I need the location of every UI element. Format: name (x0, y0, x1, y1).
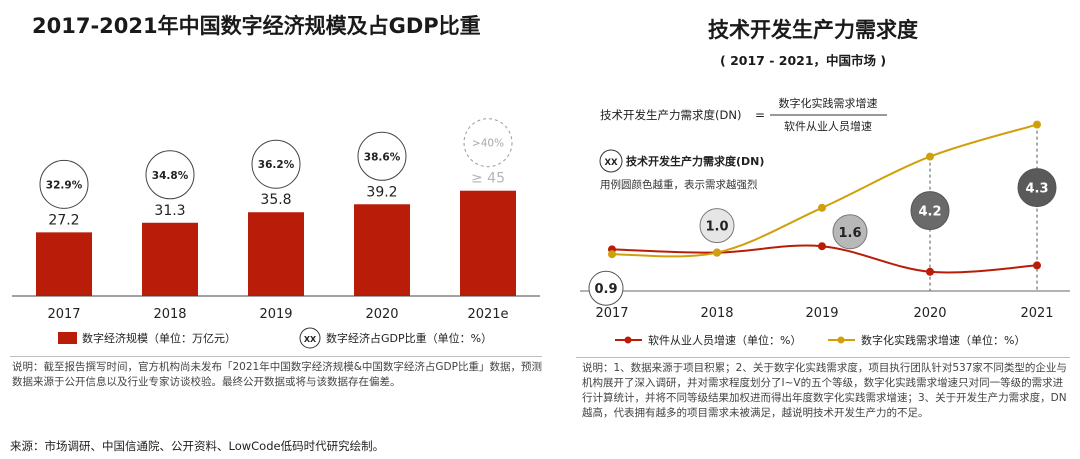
software-growth-line (611, 244, 1038, 274)
gdp-share-circle (251, 139, 301, 189)
line-category-label: 2018 (700, 306, 733, 321)
software-point (1033, 261, 1041, 270)
gdp-share-circle (357, 131, 407, 181)
bar-2019 (248, 212, 304, 296)
formula-denominator: 软件从业人员增速 (784, 119, 872, 133)
dn-value-label: 4.2 (918, 205, 941, 220)
gdp-share-label: >40% (472, 138, 504, 150)
left-note: 说明：截至报告撰写时间，官方机构尚未发布「2021年中国数字经济规模&中国数字经… (12, 361, 542, 388)
bar-2017 (36, 232, 92, 296)
formula-lhs: 技术开发生产力需求度(DN) (600, 108, 741, 122)
bar-value-label: ≥ 45 (471, 171, 505, 187)
dn-circle (1017, 168, 1057, 208)
right-chart-subtitle: ( 2017 - 2021，中国市场 ) (720, 53, 887, 68)
bar-2020 (354, 204, 410, 296)
bar-category-label: 2020 (365, 307, 398, 322)
line-category-label: 2019 (805, 306, 838, 321)
line-category-label: 2017 (595, 306, 628, 321)
legend-digital-marker (837, 336, 845, 344)
left-separator (10, 356, 542, 357)
right-chart-title: 技术开发生产力需求度 (708, 18, 918, 42)
dn-legend-marker: XX (604, 158, 618, 168)
dn-value-label: 4.3 (1025, 182, 1048, 197)
digital-point (1033, 120, 1041, 129)
bar-value-label: 39.2 (366, 184, 397, 200)
dn-circle (699, 208, 735, 244)
dn-legend-label: 技术开发生产力需求度(DN) (626, 154, 764, 168)
dn-legend-icon (599, 149, 623, 173)
line-category-label: 2021 (1020, 306, 1053, 321)
formula-eq: = (755, 108, 765, 122)
right-note: 说明：1、数据来源于项目积累；2、关于数字化实践需求度，项目执行团队针对537家… (582, 362, 1067, 419)
digital-point (608, 250, 616, 259)
bar-value-label: 35.8 (260, 192, 291, 208)
bar-category-label: 2021e (467, 307, 508, 322)
legend-software-marker (624, 336, 632, 344)
gdp-share-label: 36.2% (258, 159, 295, 171)
gdp-share-label: 34.8% (152, 170, 189, 182)
legend-digital-label: 数字化实践需求增速（单位：%） (861, 333, 1025, 347)
gdp-share-label: 32.9% (46, 179, 83, 191)
legend-circle-label: 数字经济占GDP比重（单位：%） (326, 331, 492, 345)
dn-value-label: 1.6 (838, 226, 861, 241)
legend-circle-marker: XX (304, 335, 317, 344)
digital-point (818, 203, 826, 212)
bar-2021e (460, 190, 516, 296)
gdp-share-circle (39, 159, 89, 209)
dn-circle (832, 214, 868, 250)
line-category-label: 2020 (913, 306, 946, 321)
right-separator (576, 357, 1070, 358)
dn-value-label: 1.0 (705, 220, 728, 235)
gdp-share-circle (463, 118, 513, 168)
dn-value-label: 0.9 (594, 282, 617, 297)
bar-category-label: 2017 (47, 307, 80, 322)
legend-bar-label: 数字经济规模（单位：万亿元） (82, 331, 236, 345)
formula-numerator: 数字化实践需求增速 (779, 96, 878, 110)
software-point (926, 267, 934, 276)
dn-legend-hint: 用例圆颜色越重，表示需求越强烈 (600, 178, 758, 191)
bar-2018 (142, 222, 198, 296)
bar-category-label: 2018 (153, 307, 186, 322)
bar-value-label: 31.3 (154, 203, 185, 219)
dn-circle (910, 191, 950, 231)
digital-point (713, 248, 721, 257)
dev-productivity-line-chart: 技术开发生产力需求度(DN) = 数字化实践需求增速 软件从业人员增速 XX 技… (580, 96, 1070, 347)
source-note: 来源：市场调研、中国信通院、公开资料、LowCode低码时代研究绘制。 (10, 439, 385, 453)
bar-category-label: 2019 (259, 307, 292, 322)
legend-circle-icon (299, 327, 321, 349)
digital-point (926, 152, 934, 161)
software-point (818, 242, 826, 251)
gdp-share-label: 38.6% (364, 151, 401, 163)
legend-bar-swatch (58, 332, 77, 344)
left-chart-title: 2017-2021年中国数字经济规模及占GDP比重 (32, 14, 481, 38)
dn-circle (588, 270, 624, 306)
digital-economy-bar-chart: 27.2 31.3 35.8 39.2 ≥ 45 32.9% 34.8% 36.2% 38.6… (12, 118, 540, 349)
bar-value-label: 27.2 (48, 212, 79, 228)
gdp-share-circle (145, 150, 195, 200)
legend-software-label: 软件从业人员增速（单位：%） (648, 333, 801, 347)
